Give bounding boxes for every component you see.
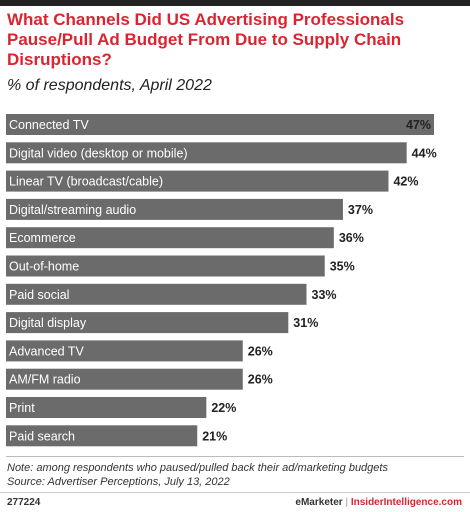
bar [6, 312, 289, 334]
value-label: 22% [211, 401, 236, 415]
bar [6, 142, 407, 164]
bar [6, 425, 198, 447]
category-label: Paid social [9, 288, 69, 302]
brand-line: eMarketer | InsiderIntelligence.com [295, 497, 462, 508]
category-label: Print [9, 401, 35, 415]
emarketer-logo: eMarketer [295, 497, 343, 508]
chart-subtitle: % of respondents, April 2022 [7, 77, 212, 94]
category-label: AM/FM radio [9, 373, 81, 387]
category-label: Digital video (desktop or mobile) [9, 146, 188, 160]
value-label: 33% [312, 288, 337, 302]
category-label: Linear TV (broadcast/cable) [9, 175, 163, 189]
bar [6, 340, 243, 362]
category-label: Out-of-home [9, 260, 79, 274]
category-label: Ecommerce [9, 231, 76, 245]
value-label: 26% [248, 373, 273, 387]
value-label: 35% [330, 260, 355, 274]
category-label: Paid search [9, 429, 75, 443]
bar [6, 397, 207, 418]
chart-source: Source: Advertiser Perceptions, July 13,… [7, 476, 230, 488]
footer-divider [6, 456, 464, 457]
category-label: Digital/streaming audio [9, 203, 136, 217]
value-label: 47% [406, 118, 431, 132]
footer-rule [0, 492, 470, 493]
insider-intelligence-link[interactable]: InsiderIntelligence.com [350, 497, 462, 508]
bar [6, 114, 434, 135]
brand-separator: | [345, 497, 349, 508]
category-label: Digital display [9, 316, 87, 330]
category-label: Advanced TV [9, 344, 84, 358]
chart-id: 277224 [7, 497, 41, 508]
bar [6, 255, 325, 277]
bar [6, 227, 334, 249]
value-label: 26% [248, 344, 273, 358]
chart-note: Note: among respondents who paused/pulle… [7, 462, 388, 474]
bar [6, 283, 307, 305]
value-label: 36% [339, 231, 364, 245]
bar-chart: Connected TV 47% Digital video (desktop or… [6, 114, 437, 447]
bar [6, 170, 389, 192]
value-label: 37% [348, 203, 373, 217]
value-label: 31% [293, 316, 318, 330]
bar [6, 368, 243, 390]
value-label: 44% [412, 146, 437, 160]
value-label: 21% [202, 429, 227, 443]
chart-title: What Channels Did US Advertising Profess… [7, 10, 405, 69]
value-label: 42% [393, 175, 418, 189]
category-label: Connected TV [9, 118, 89, 132]
top-rule [0, 0, 470, 6]
bar [6, 198, 343, 220]
